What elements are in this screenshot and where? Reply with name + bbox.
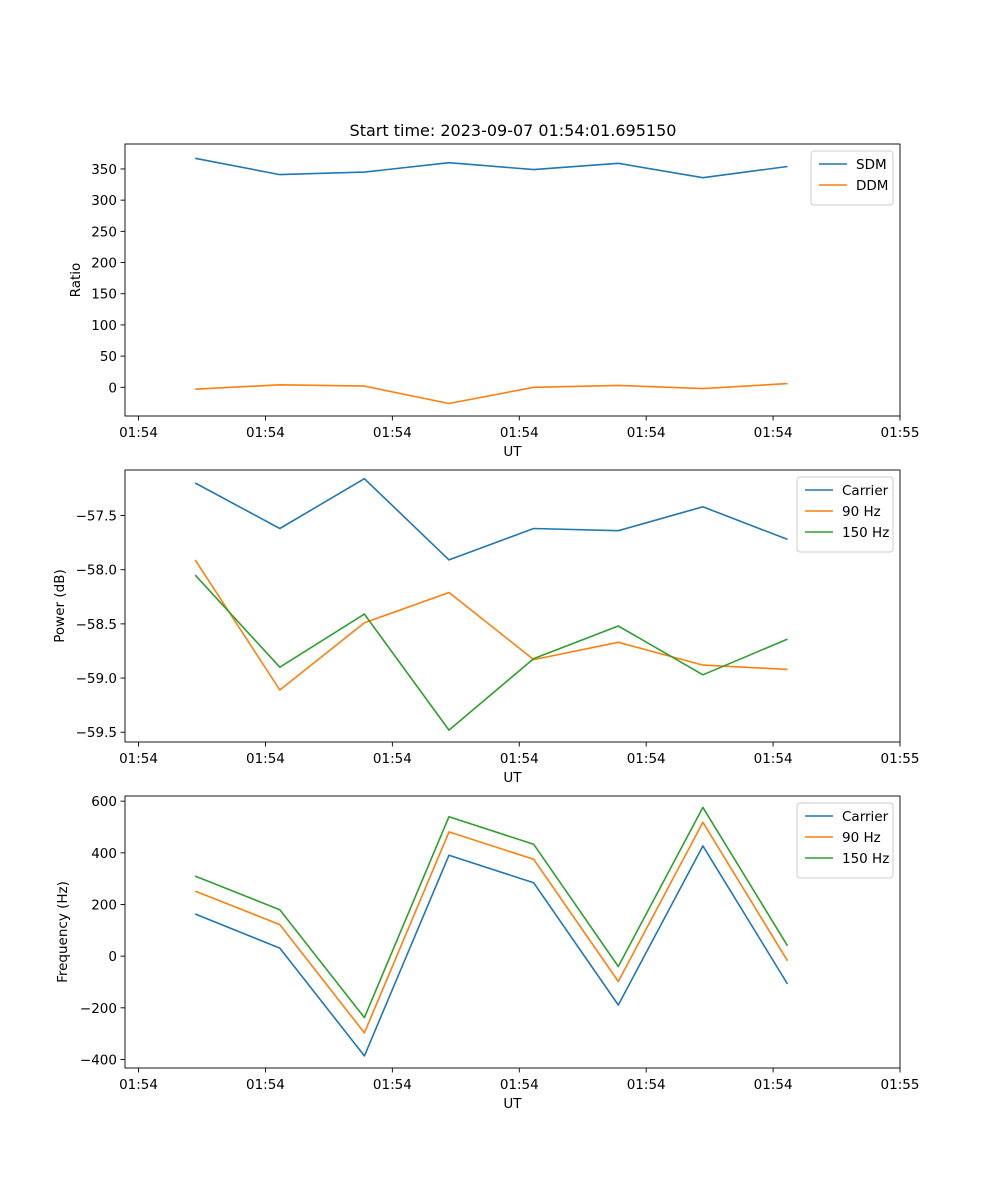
series-line-carrier (194, 477, 788, 561)
legend-label-90-hz: 90 Hz (842, 830, 881, 846)
y-tick-label: −59.0 (76, 671, 117, 687)
legend-label-sdm: SDM (856, 157, 887, 173)
series-line-90-hz (194, 821, 789, 1034)
y-tick-label: 50 (100, 349, 117, 365)
x-tick-label: 01:54 (627, 425, 666, 441)
y-tick-label: 150 (91, 287, 117, 303)
legend: Carrier 90 Hz 150 Hz (796, 476, 894, 553)
series-line-150-hz (194, 574, 788, 731)
x-tick-label: 01:54 (119, 751, 158, 767)
legend-label-carrier: Carrier (842, 483, 889, 499)
x-axis-label: UT (503, 1096, 522, 1112)
y-axis-label: Ratio (68, 263, 84, 298)
x-tick-label: 01:54 (246, 751, 285, 767)
power-panel: 01:54 01:54 01:54 01:54 01:54 01:54 01:55 −57.5… (52, 469, 920, 786)
series-line-150-hz (194, 806, 789, 1019)
y-tick-label: 0 (108, 380, 117, 396)
series-line-ddm (195, 382, 788, 405)
series-line-sdm (195, 157, 788, 179)
ratio-panel: 01:54 01:54 01:54 01:54 01:54 01:54 01:55 0 50 10… (68, 143, 920, 460)
plot-frame (124, 469, 901, 743)
x-tick-label: 01:54 (119, 1077, 158, 1093)
y-axis-label: Power (dB) (52, 569, 68, 642)
legend-box (796, 476, 894, 553)
x-axis-label: UT (503, 444, 522, 460)
x-tick-label: 01:54 (754, 425, 793, 441)
x-axis-label: UT (503, 770, 522, 786)
x-tick-label: 01:54 (246, 425, 285, 441)
legend-label-150-hz: 150 Hz (842, 851, 889, 867)
frequency-panel: 01:54 01:54 01:54 01:54 01:54 01:54 01:55 600 40… (55, 794, 919, 1112)
x-tick-label: 01:54 (246, 1077, 285, 1093)
y-tick-label: 350 (91, 162, 117, 178)
y-tick-label: 200 (91, 256, 117, 272)
x-tick-label: 01:54 (500, 425, 539, 441)
plot-frame (124, 795, 901, 1069)
x-tick-label: 01:54 (373, 425, 412, 441)
x-tick-label: 01:54 (119, 425, 158, 441)
y-axis-label: Frequency (Hz) (55, 881, 71, 983)
series-line-carrier (194, 845, 789, 1057)
y-tick-label: 600 (91, 794, 117, 810)
y-tick-label: −58.5 (76, 617, 117, 633)
y-tick-label: 200 (91, 897, 117, 913)
y-tick-label: 400 (91, 846, 117, 862)
legend-box (796, 802, 894, 879)
y-tick-label: −200 (80, 1001, 117, 1017)
legend-label-90-hz: 90 Hz (842, 504, 881, 520)
x-tick-label: 01:54 (754, 751, 793, 767)
y-tick-label: 0 (108, 949, 117, 965)
y-tick-label: 100 (91, 318, 117, 334)
y-tick-label: −57.5 (76, 509, 117, 525)
series-line-90-hz (194, 559, 788, 691)
y-tick-label: 300 (91, 193, 117, 209)
x-tick-label: 01:54 (373, 751, 412, 767)
y-tick-label: −58.0 (76, 563, 117, 579)
legend-label-carrier: Carrier (842, 809, 889, 825)
legend: SDM DDM (810, 150, 894, 206)
x-tick-label: 01:54 (627, 751, 666, 767)
x-tick-label: 01:54 (627, 1077, 666, 1093)
figure-title: Start time: 2023-09-07 01:54:01.695150 (350, 121, 677, 140)
y-tick-label: 250 (91, 224, 117, 240)
x-tick-label: 01:54 (500, 751, 539, 767)
legend: Carrier 90 Hz 150 Hz (796, 802, 894, 879)
x-tick-label: 01:55 (881, 751, 920, 767)
y-tick-label: −59.5 (76, 725, 117, 741)
legend-label-ddm: DDM (856, 178, 888, 194)
x-tick-label: 01:55 (881, 425, 920, 441)
legend-label-150-hz: 150 Hz (842, 525, 889, 541)
x-tick-label: 01:54 (500, 1077, 539, 1093)
plot-frame (124, 143, 901, 417)
x-tick-label: 01:54 (754, 1077, 793, 1093)
x-tick-label: 01:54 (373, 1077, 412, 1093)
x-tick-label: 01:55 (881, 1077, 920, 1093)
y-tick-label: −400 (80, 1052, 117, 1068)
